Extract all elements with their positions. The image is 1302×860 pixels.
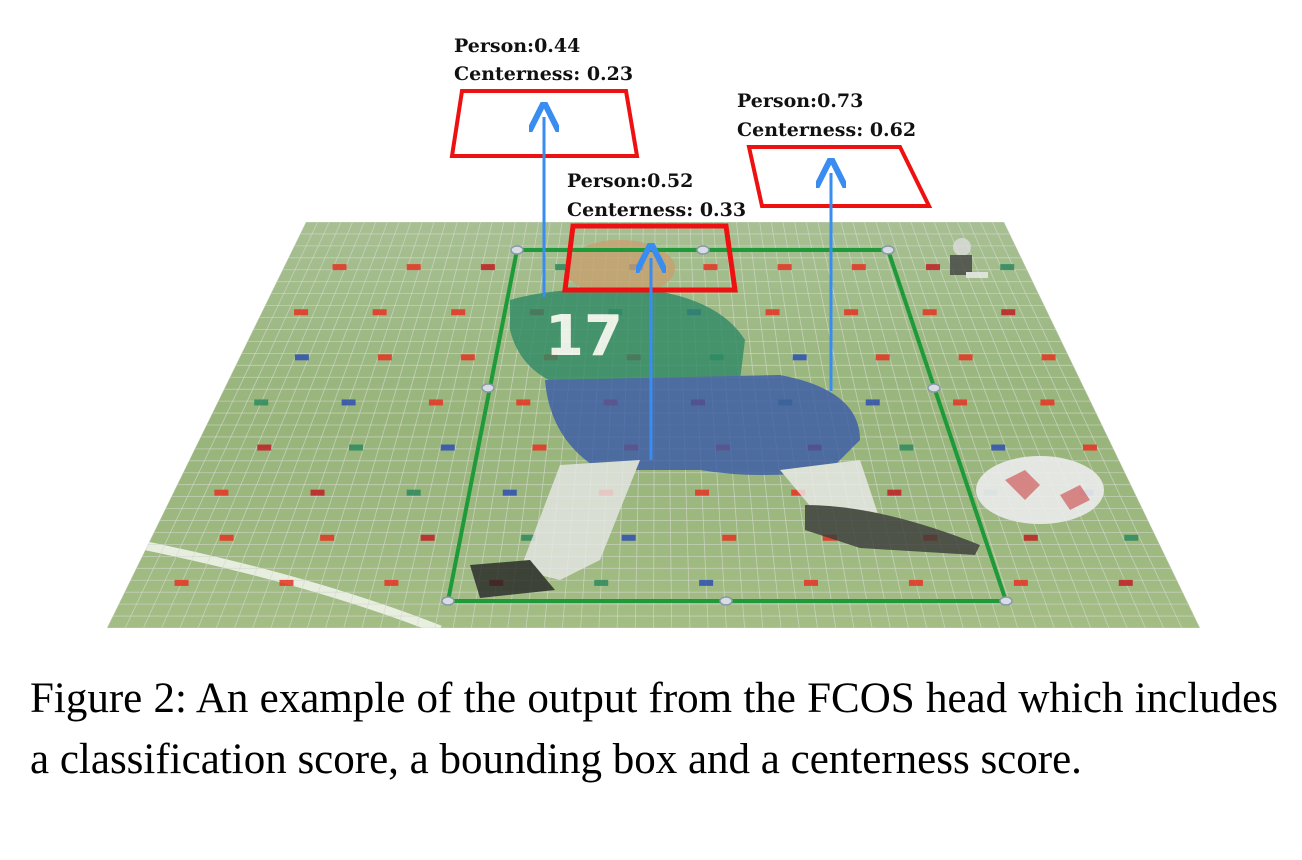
feature-location-marker (1001, 309, 1016, 316)
feature-location-marker (887, 489, 902, 496)
feature-location-marker (460, 354, 475, 361)
feature-location-marker (254, 399, 269, 406)
feature-location-marker (1000, 264, 1015, 271)
centerness-score-3: Centerness: 0.62 (737, 119, 916, 141)
feature-location-marker (516, 399, 531, 406)
feature-location-marker (420, 534, 435, 541)
detection-box-2 (562, 223, 738, 293)
figure-caption: Figure 2: An example of the output from … (30, 675, 1278, 783)
feature-location-marker (214, 489, 229, 496)
feature-location-marker (451, 309, 466, 316)
feature-location-marker (792, 354, 807, 361)
feature-location-marker (174, 579, 189, 586)
feature-location-marker (953, 399, 968, 406)
detection-label-3: Person:0.73 Centerness: 0.62 (737, 90, 916, 141)
class-score-1: Person:0.44 (454, 35, 580, 57)
feature-location-marker (851, 264, 866, 271)
feature-location-marker (594, 579, 609, 586)
feature-location-marker (555, 264, 570, 271)
feature-location-marker (279, 579, 294, 586)
feature-location-marker (310, 489, 325, 496)
feature-location-marker (294, 354, 309, 361)
feature-location-marker (1041, 354, 1056, 361)
svg-text:17: 17 (545, 304, 623, 369)
feature-location-marker (1023, 534, 1038, 541)
detection-label-2: Person:0.52 Centerness: 0.33 (567, 170, 746, 221)
feature-location-marker (875, 354, 890, 361)
class-score-3: Person:0.73 (737, 90, 863, 112)
feature-location-marker (502, 489, 517, 496)
feature-location-marker (804, 579, 819, 586)
feature-location-marker (926, 264, 941, 271)
feature-location-marker (922, 309, 937, 316)
centerness-score-1: Centerness: 0.23 (454, 63, 633, 85)
feature-location-marker (406, 489, 421, 496)
centerness-score-2: Centerness: 0.33 (567, 199, 746, 221)
feature-location-marker (372, 309, 387, 316)
feature-location-marker (320, 534, 335, 541)
feature-location-marker (621, 534, 636, 541)
feature-location-marker (695, 489, 710, 496)
feature-location-marker (1082, 444, 1097, 451)
feature-location-marker (991, 444, 1006, 451)
feature-location-marker (384, 579, 399, 586)
feature-location-marker (377, 354, 392, 361)
feature-location-marker (294, 309, 309, 316)
feature-location-marker (480, 264, 495, 271)
detection-label-1: Person:0.44 Centerness: 0.23 (454, 35, 633, 85)
feature-location-marker (348, 444, 363, 451)
soccer-player-icon: 17 (470, 240, 980, 598)
feature-location-marker (958, 354, 973, 361)
feature-location-marker (899, 444, 914, 451)
box-handles (441, 245, 1013, 606)
feature-location-marker (703, 264, 718, 271)
feature-location-marker (1040, 399, 1055, 406)
feature-location-marker (908, 579, 923, 586)
feature-location-marker (699, 579, 714, 586)
plane-content: 17 (107, 222, 1200, 628)
feature-location-marker (428, 399, 443, 406)
feature-location-marker (777, 264, 792, 271)
person-thumbnail-icon (950, 238, 988, 278)
feature-location-marker (341, 399, 356, 406)
feature-location-marker (532, 444, 547, 451)
feature-location-marker (1013, 579, 1028, 586)
feature-location-marker (440, 444, 455, 451)
feature-location-marker (865, 399, 880, 406)
detection-box-3 (746, 145, 933, 208)
feature-location-marker (257, 444, 272, 451)
feature-location-marker (791, 489, 806, 496)
feature-location-marker (765, 309, 780, 316)
class-score-2: Person:0.52 (567, 170, 693, 192)
detection-box-1 (449, 89, 640, 158)
soccer-ball-icon (976, 456, 1104, 524)
feature-location-marker (722, 534, 737, 541)
fcos-head-figure: 17 (107, 35, 1200, 628)
feature-location-marker (521, 534, 536, 541)
feature-location-marker (219, 534, 234, 541)
feature-location-marker (844, 309, 859, 316)
feature-location-marker (1118, 579, 1133, 586)
feature-location-marker (332, 264, 347, 271)
feature-location-marker (406, 264, 421, 271)
feature-location-marker (1124, 534, 1139, 541)
